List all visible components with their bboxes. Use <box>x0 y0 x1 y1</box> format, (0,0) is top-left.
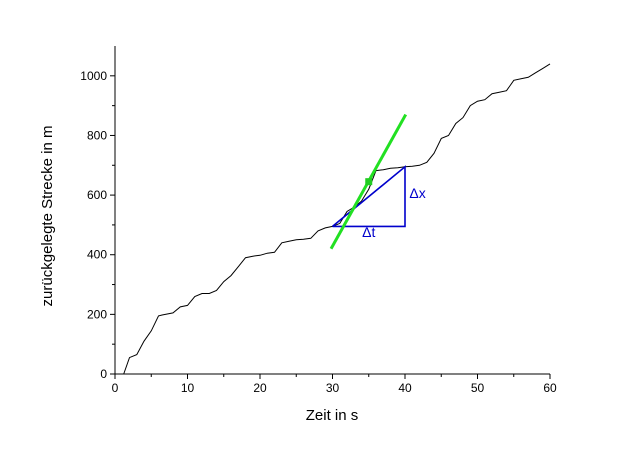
tangent-point <box>365 178 373 186</box>
slope-triangle <box>331 165 406 228</box>
series-line-0 <box>123 63 551 375</box>
y-tick-label: 400 <box>87 248 107 262</box>
y-tick-label: 200 <box>87 307 107 321</box>
x-tick-label: 20 <box>253 381 267 395</box>
x-tick-label: 60 <box>543 381 557 395</box>
x-tick-label: 30 <box>326 381 340 395</box>
annotations: Δx Δt <box>329 113 426 250</box>
x-axis-title: Zeit in s <box>306 407 359 424</box>
x-tick-label: 10 <box>181 381 195 395</box>
x-tick-label: 0 <box>112 381 119 395</box>
y-tick-label: 1000 <box>80 69 107 83</box>
y-tick-label: 800 <box>87 128 107 142</box>
axes <box>114 46 550 375</box>
delta-x-label: Δx <box>409 185 425 201</box>
y-tick-label: 0 <box>100 367 107 381</box>
series-layer <box>123 63 551 375</box>
y-axis-title: zurückgelegte Strecke in m <box>39 126 56 307</box>
delta-t-label: Δt <box>362 224 375 240</box>
x-tick-label: 40 <box>398 381 412 395</box>
y-tick-label: 600 <box>87 188 107 202</box>
x-tick-label: 50 <box>471 381 485 395</box>
